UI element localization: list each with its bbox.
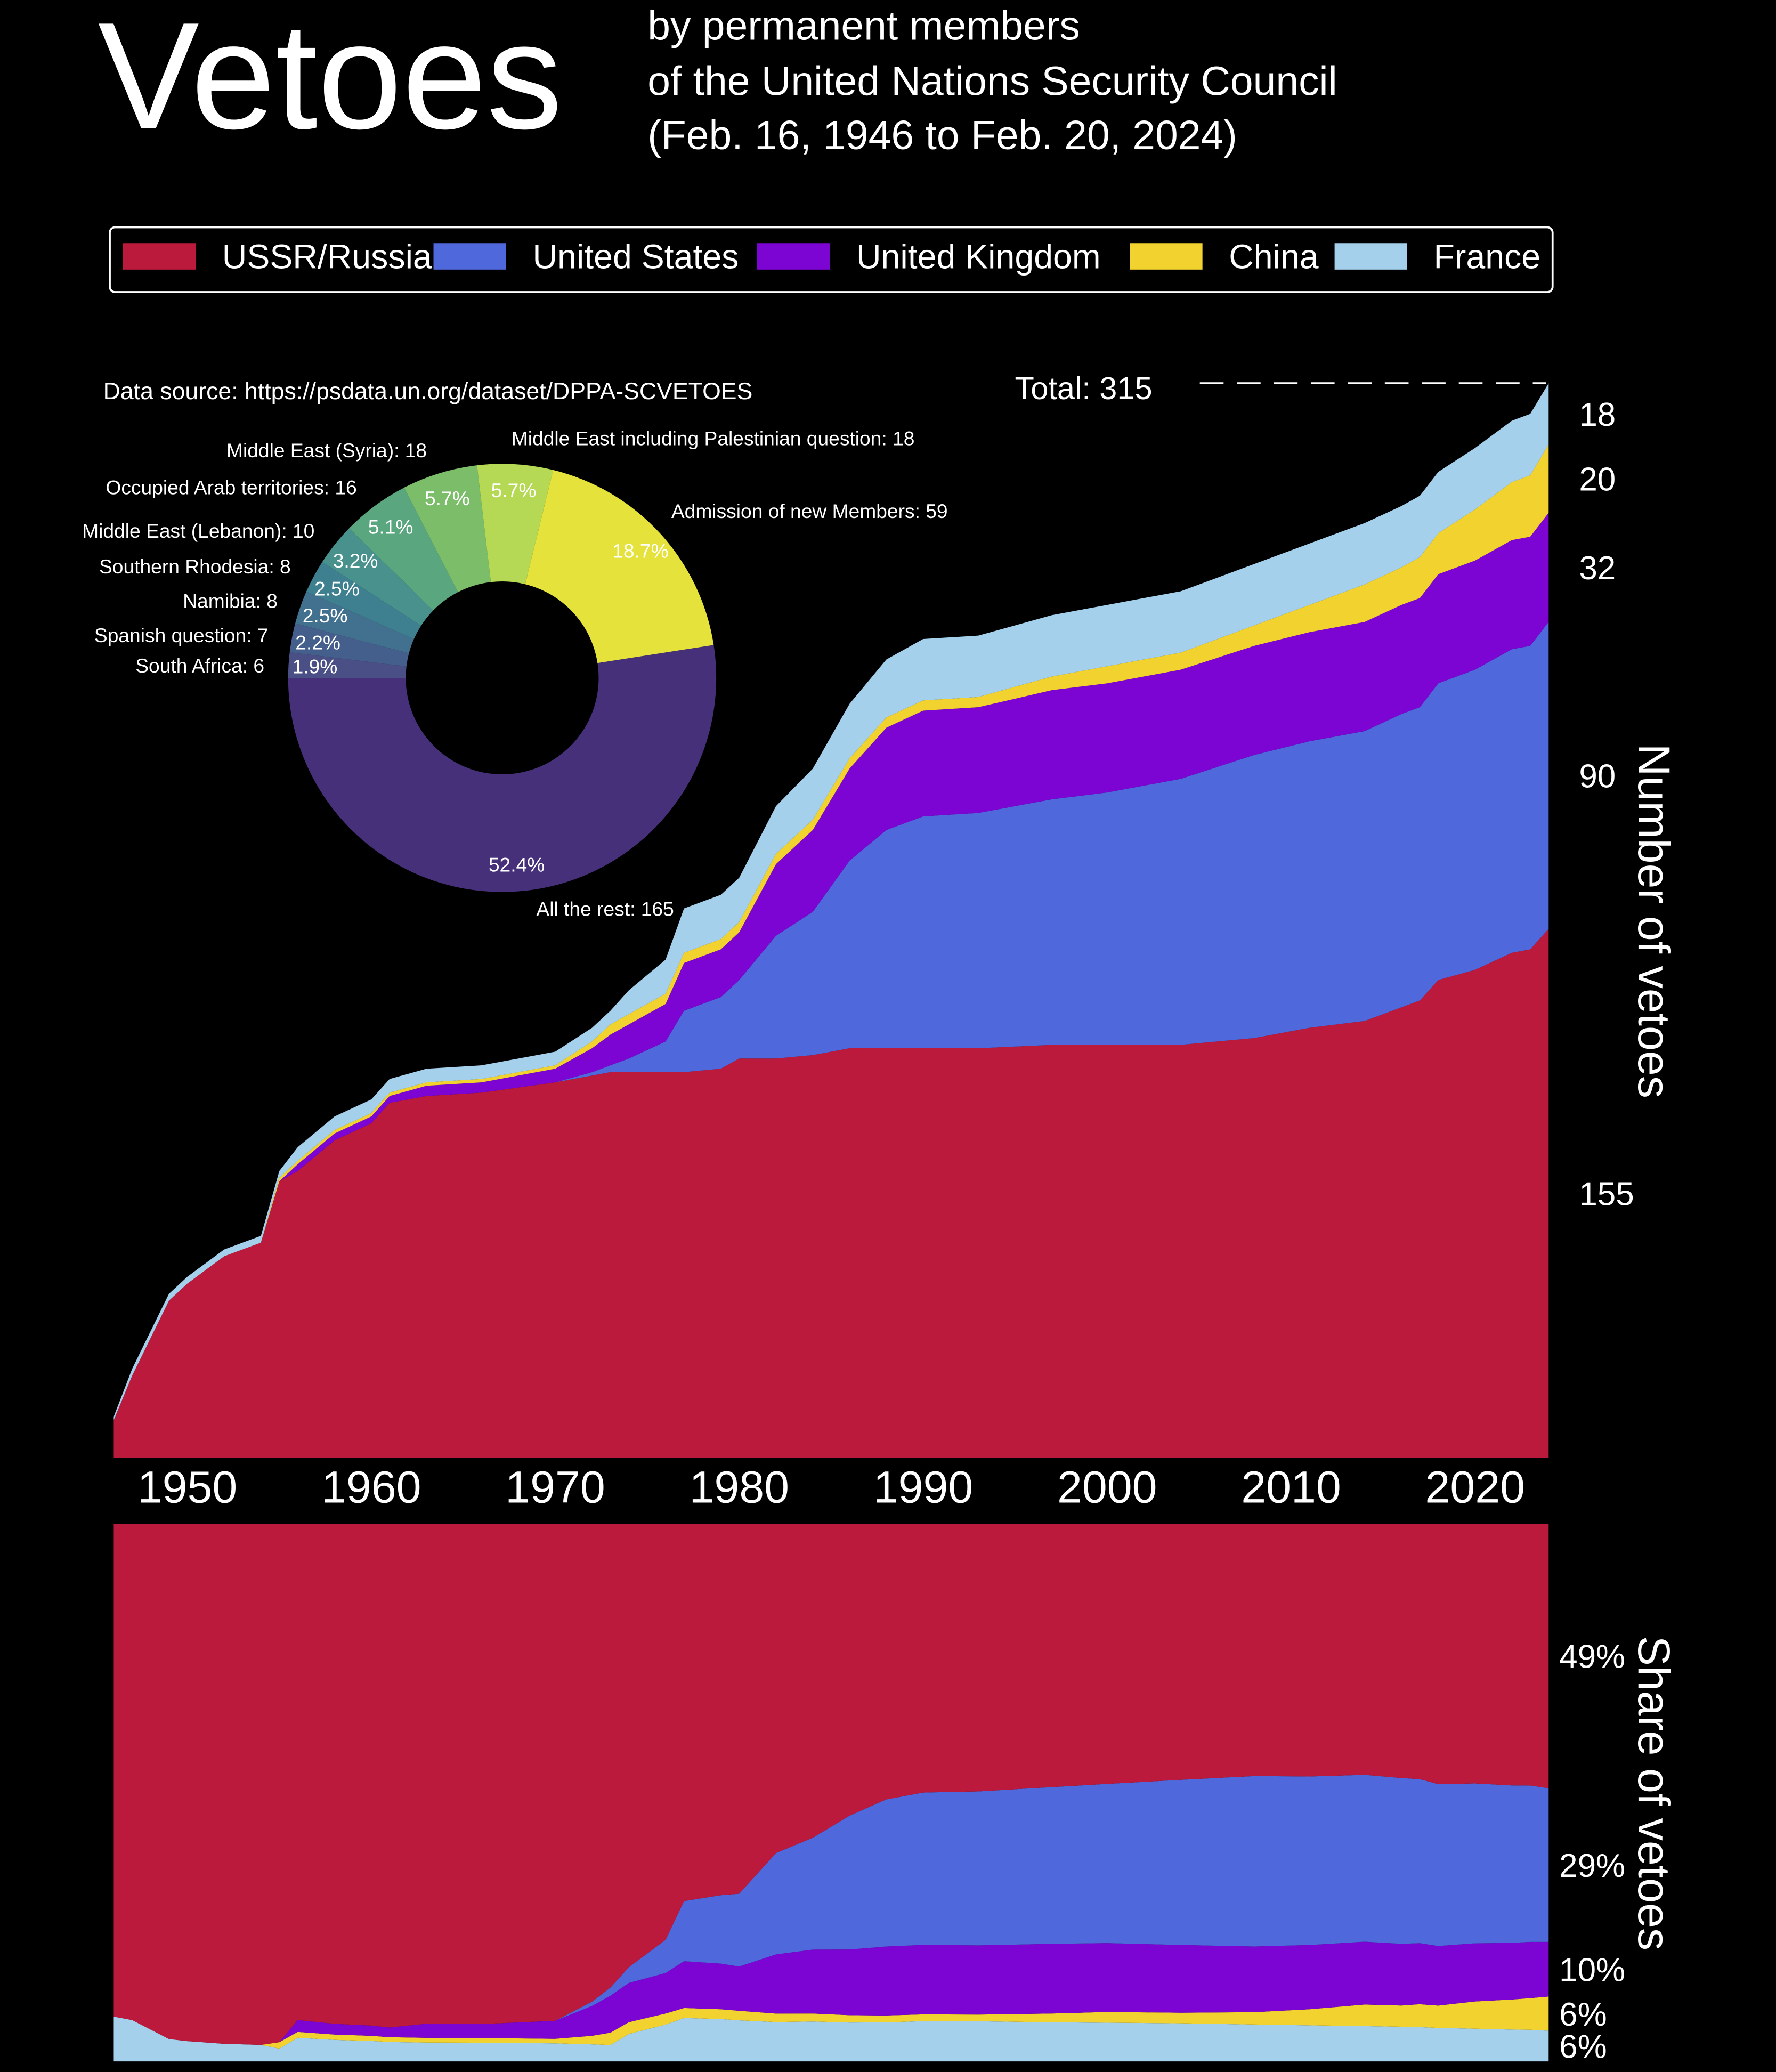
- pie-label: Namibia: 8: [183, 590, 278, 612]
- end-value-label: 32: [1579, 550, 1616, 587]
- legend-box: [109, 226, 1554, 293]
- legend-swatch: [757, 243, 830, 270]
- share-area: [113, 1941, 1549, 2045]
- pie-value-label: 18.7%: [612, 539, 668, 562]
- pie-value-label: 5.1%: [368, 515, 413, 538]
- pie-value-label: 2.2%: [295, 631, 340, 653]
- chart-title: Vetoes: [98, 0, 563, 161]
- legend-label: China: [1229, 237, 1319, 276]
- total-label: Total: 315: [1015, 370, 1153, 406]
- share-area: [113, 1775, 1549, 2045]
- x-tick-label: 1950: [137, 1462, 238, 1512]
- x-tick-label: 2000: [1057, 1462, 1157, 1512]
- share-label: 6%: [1559, 1996, 1607, 2033]
- pie-label: Admission of new Members: 59: [671, 500, 948, 522]
- share-label: 29%: [1559, 1848, 1625, 1884]
- x-tick-label: 1980: [689, 1462, 789, 1512]
- area: [113, 622, 1549, 1420]
- share-area: [113, 1523, 1549, 2045]
- share-label: 10%: [1559, 1952, 1625, 1988]
- pie-value-label: 52.4%: [489, 853, 545, 876]
- pie-label: Middle East (Syria): 18: [226, 439, 427, 462]
- pie-value-label: 5.7%: [491, 479, 537, 501]
- end-value-label: 18: [1579, 396, 1616, 433]
- subtitle: of the United Nations Security Council: [647, 59, 1337, 104]
- pie-slice: [288, 645, 717, 892]
- legend-swatch: [1130, 243, 1203, 270]
- legend-swatch: [1334, 243, 1407, 270]
- pie-value-label: 2.5%: [314, 578, 360, 600]
- pie-label: Middle East including Palestinian questi…: [512, 427, 915, 450]
- pie-value-label: 1.9%: [293, 655, 338, 677]
- share-area: [113, 2017, 1549, 2062]
- source: Data source: https://psdata.un.org/datas…: [103, 378, 753, 404]
- y-axis-title: Number of vetoes: [1629, 744, 1679, 1098]
- pie-value-label: 2.5%: [303, 604, 348, 627]
- share-area: [113, 1996, 1549, 2049]
- x-tick-label: 1990: [873, 1462, 974, 1512]
- pie-label: Spanish question: 7: [94, 624, 269, 646]
- legend-label: USSR/Russia: [222, 237, 432, 276]
- share-axis-title: Share of vetoes: [1629, 1636, 1679, 1950]
- pie-slice: [525, 470, 714, 663]
- pie-slice: [349, 488, 458, 611]
- pie-label: South Africa: 6: [135, 654, 264, 677]
- x-tick-label: 2010: [1241, 1462, 1341, 1512]
- x-tick-label: 2020: [1425, 1462, 1525, 1512]
- area: [113, 513, 1549, 1420]
- pie-label: Middle East (Lebanon): 10: [82, 520, 314, 542]
- legend-label: France: [1434, 237, 1541, 276]
- pie-slice: [295, 592, 414, 653]
- end-value-label: 90: [1579, 758, 1616, 795]
- pie-slice: [306, 562, 421, 640]
- legend-label: United Kingdom: [856, 237, 1101, 276]
- pie-label: All the rest: 165: [536, 897, 674, 920]
- pie-slice: [288, 652, 407, 678]
- pie-value-label: 5.7%: [425, 487, 470, 509]
- subtitle: (Feb. 16, 1946 to Feb. 20, 2024): [647, 112, 1237, 158]
- pie-label: Occupied Arab territories: 16: [106, 476, 356, 498]
- legend-label: United States: [532, 237, 739, 276]
- x-tick-label: 1960: [321, 1462, 421, 1512]
- area: [113, 383, 1549, 1420]
- share-label: 6%: [1559, 2029, 1607, 2066]
- pie-slice: [477, 464, 554, 585]
- end-value-label: 20: [1579, 462, 1616, 498]
- pie-slice: [322, 528, 433, 626]
- share-label: 49%: [1559, 1639, 1625, 1676]
- pie-slice: [289, 623, 409, 667]
- pie-value-label: 3.2%: [333, 549, 378, 572]
- pie-label: Southern Rhodesia: 8: [99, 555, 291, 578]
- area: [113, 929, 1549, 1458]
- legend-swatch: [433, 243, 506, 270]
- subtitle: by permanent members: [647, 3, 1080, 48]
- end-value-label: 155: [1579, 1176, 1634, 1212]
- pie-slice: [404, 465, 491, 593]
- legend-swatch: [123, 243, 196, 270]
- x-tick-label: 1970: [505, 1462, 605, 1512]
